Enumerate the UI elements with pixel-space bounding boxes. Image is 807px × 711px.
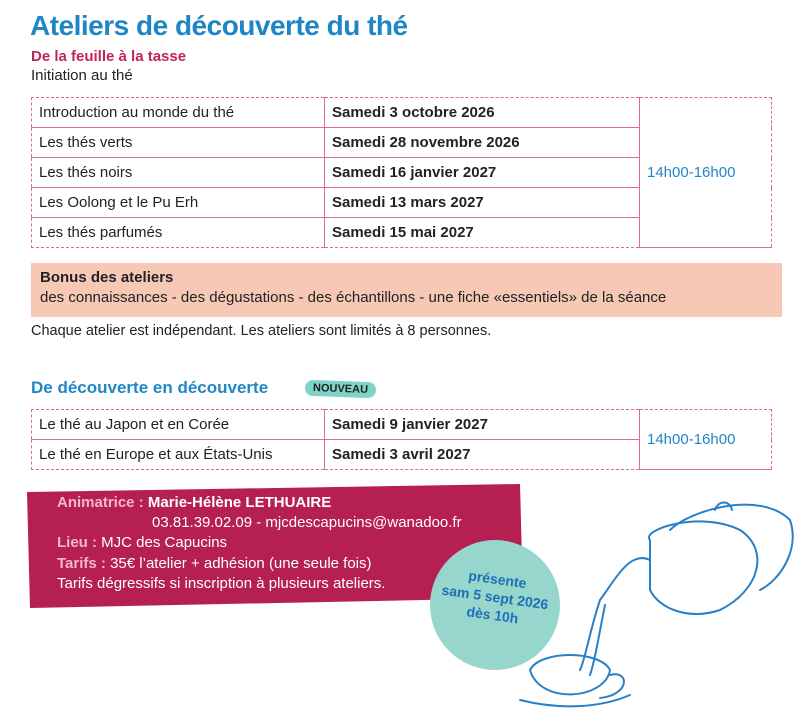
label: Tarifs :: [57, 555, 106, 572]
section-title: De découverte en découverte: [31, 378, 269, 397]
subtitle: De la feuille à la tasse: [31, 48, 187, 65]
title: Ateliers de découverte du thé: [30, 10, 408, 41]
bonus-box: [31, 263, 782, 317]
contact-details: 03.81.39.02.09 - mjcdescapucins@wanadoo.…: [152, 514, 462, 531]
cell: Samedi 3 octobre 2026: [324, 97, 640, 128]
bonus-text: des connaissances - des dégustations - d…: [40, 289, 667, 306]
value: Marie-Hélène LETHUAIRE: [147, 494, 332, 511]
cell: Samedi 15 mai 2027: [324, 217, 640, 248]
decor: [27, 484, 794, 708]
cell: Introduction au monde du thé: [31, 97, 325, 128]
label: Animatrice :: [57, 494, 144, 511]
table-2: Le thé au Japon et en Corée Samedi 9 janv…: [31, 409, 772, 470]
label: Lieu :: [57, 534, 97, 551]
value: 35€ l’atelier + adhésion (une seule fois…: [110, 555, 372, 572]
contact-extra: Tarifs dégressifs si inscription à plusi…: [57, 575, 386, 592]
time: 14h00-16h00: [639, 97, 772, 248]
table-1: Introduction au monde du thé Samedi 3 oct…: [31, 97, 772, 248]
cell: Le thé au Japon et en Corée: [31, 409, 325, 440]
contact-line: Animatrice : Marie-Hélène LETHUAIRE: [57, 494, 331, 511]
cell: Le thé en Europe et aux États-Unis: [31, 439, 325, 470]
contact-line: Lieu : MJC des Capucins: [57, 534, 227, 551]
contact-box: [27, 484, 523, 608]
cell: Samedi 3 avril 2027: [324, 439, 640, 470]
note: Chaque atelier est indépendant. Les atel…: [31, 323, 492, 339]
cell: Samedi 9 janvier 2027: [324, 409, 640, 440]
cell: Les thés parfumés: [31, 217, 325, 248]
cell: Les thés verts: [31, 127, 325, 158]
cell: Samedi 16 janvier 2027: [324, 157, 640, 188]
cell: Les Oolong et le Pu Erh: [31, 187, 325, 218]
cell: Samedi 13 mars 2027: [324, 187, 640, 218]
contact-line: Tarifs : 35€ l’atelier + adhésion (une s…: [57, 555, 372, 572]
time: 14h00-16h00: [639, 409, 772, 470]
teapot: [519, 501, 794, 708]
badge: NOUVEAU: [304, 379, 377, 399]
cell: Samedi 28 novembre 2026: [324, 127, 640, 158]
bonus-title: Bonus des ateliers: [40, 269, 174, 286]
value: MJC des Capucins: [101, 534, 228, 551]
date-circle: [430, 540, 560, 670]
intro: Initiation au thé: [31, 67, 133, 84]
cell: Les thés noirs: [31, 157, 325, 188]
